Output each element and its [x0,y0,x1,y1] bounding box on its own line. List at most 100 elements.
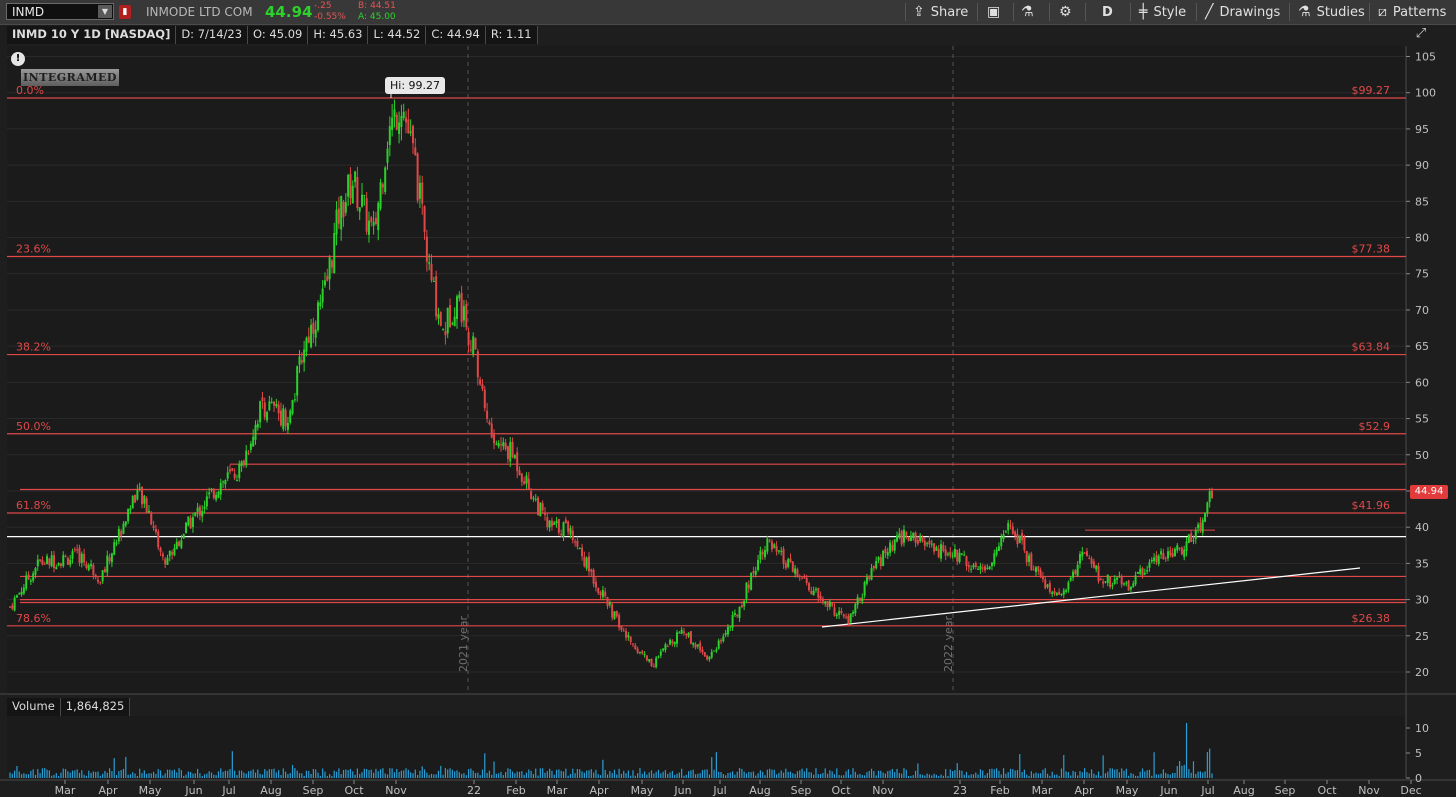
candle-body [1032,569,1035,571]
candle-body [1069,577,1072,581]
candle-body [814,588,817,591]
time-tick-label: Jun [1159,784,1177,797]
style-button[interactable]: ╪ Style [1139,0,1186,24]
candle-body [828,601,831,607]
time-tick-label: Sep [791,784,812,797]
time-tick-label: Apr [98,784,118,797]
candle-body [571,530,574,540]
candle-body [1067,582,1070,590]
time-tick-label: 22 [467,784,481,797]
candle-body [314,329,317,338]
candle-body [472,336,475,355]
candle-body [787,559,790,567]
symbol-input[interactable]: INMD ▼ [6,3,114,20]
drawings-button[interactable]: ╱ Drawings [1205,0,1280,24]
studies-button[interactable]: ⚗ Studies [1298,0,1365,24]
candle-body [400,116,403,128]
studies-lab-button[interactable]: ⚗ [1021,0,1040,24]
candle-body [782,548,785,564]
candle-body [495,443,498,445]
candle-body [363,195,366,197]
candle-body [13,597,16,611]
candle-body [307,336,310,343]
candle-body [490,423,493,438]
chart-expand-icon[interactable]: ⤢ [1415,26,1427,41]
symbol-dropdown-icon[interactable]: ▼ [98,5,112,18]
candle-body [682,631,685,634]
candle-body [1081,551,1084,557]
patterns-button[interactable]: ⧄ Patterns [1378,0,1446,24]
candle-body [687,632,690,637]
candle-body [210,488,213,490]
top-toolbar: INMD ▼ ▮ INMODE LTD COM 44.94 -.25 -0.55… [0,0,1456,25]
candle-body [245,450,248,466]
candle-body [995,549,998,555]
share-button[interactable]: ⇪ Share [913,0,968,24]
candle-body [226,472,229,479]
candle-body [791,561,794,572]
candle-body [768,540,771,542]
candle-body [747,584,750,589]
volume-tick-label: 5 [1415,747,1422,760]
candle-body [643,654,646,656]
toolbar-divider [905,3,906,21]
candle-body [606,597,609,607]
candle-body [36,559,39,567]
time-tick-label: Apr [589,784,609,797]
candle-body [83,553,86,563]
candle-body [578,547,581,549]
candle-body [55,567,58,570]
candle-body [231,468,234,471]
alert-badge-icon[interactable]: ▮ [119,5,131,19]
candle-body [706,655,709,660]
aggregation-selector[interactable]: D [1102,4,1113,20]
candle-body [124,521,127,526]
price-tick-label: 55 [1415,413,1429,426]
candle-body [979,565,982,570]
candle-body [546,517,549,528]
candle-body [180,540,183,548]
candle-body [513,455,516,459]
candle-body [1125,582,1128,584]
candle-body [882,550,885,567]
alert-info-icon[interactable]: ! [11,52,25,66]
candle-body [835,614,838,617]
candle-body [550,520,553,527]
settings-button[interactable]: ⚙ [1059,0,1078,24]
candle-body [354,171,357,182]
candle-body [259,401,262,423]
candle-body [152,525,155,529]
candle-body [594,581,597,588]
candle-body [537,497,540,516]
candle-body [138,487,141,489]
candle-body [875,560,878,569]
candle-body [27,574,30,580]
candle-body [659,651,662,656]
candle-body [161,553,164,557]
percent-change: -0.55% [314,12,346,22]
candle-body [1055,592,1058,596]
candle-body [409,131,412,133]
candle-body [625,631,628,638]
candle-body [279,410,282,426]
candle-body [11,605,14,609]
candle-body [1083,552,1086,554]
candle-body [736,614,739,617]
candle-body [930,543,933,545]
candle-body [451,323,454,325]
candle-body [604,591,607,597]
price-tick-label: 60 [1415,376,1429,389]
candle-body [467,331,470,345]
price-tick-label: 50 [1415,449,1429,462]
volume-tick-label: 0 [1415,772,1422,785]
candle-body [277,404,280,414]
candle-body [1118,576,1121,578]
snapshot-button[interactable]: ▣ [987,0,1006,24]
fib-price-label: $63.84 [1352,341,1391,354]
candle-body [608,602,611,605]
candle-body [1011,526,1014,534]
candle-body [18,593,21,595]
candle-body [518,470,521,476]
candle-body [1190,533,1193,542]
